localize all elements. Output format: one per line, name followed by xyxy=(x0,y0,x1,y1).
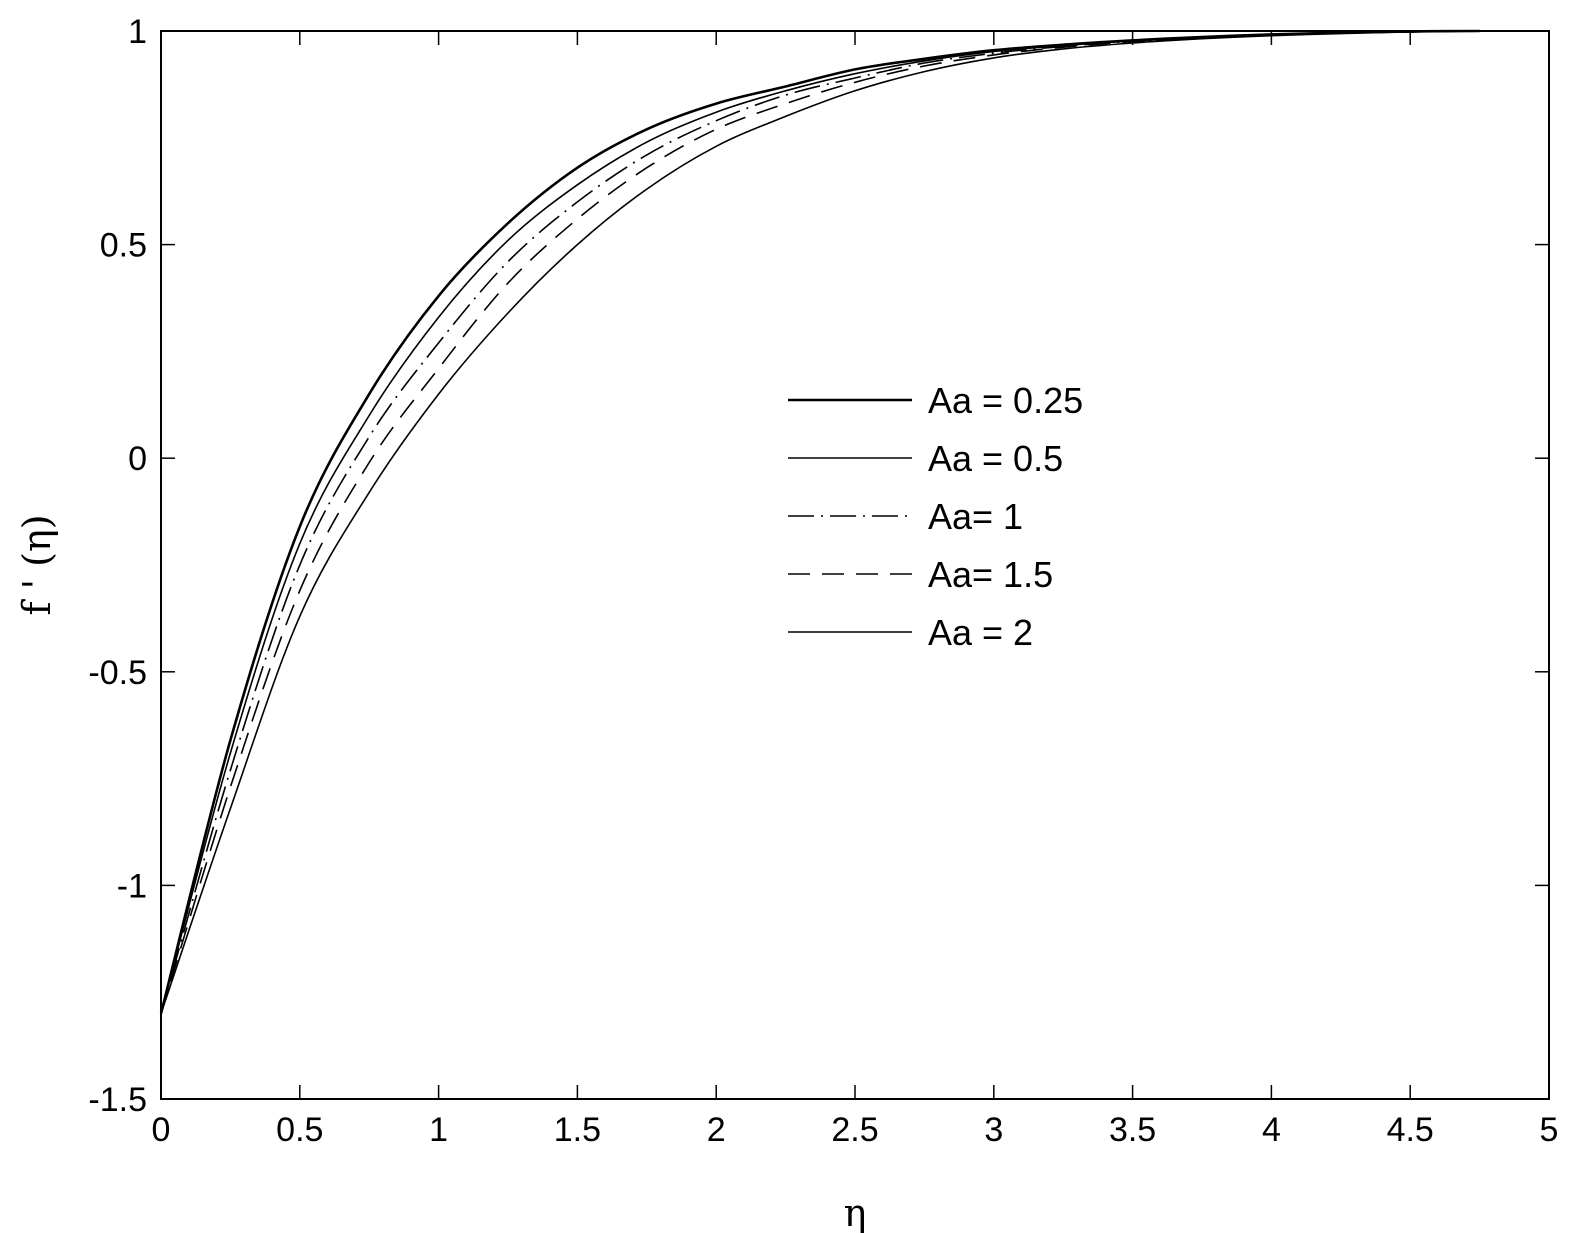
y-tick-label: 0.5 xyxy=(100,227,147,265)
x-tick-label: 1.5 xyxy=(554,1111,601,1149)
axis-ticks xyxy=(160,30,1550,1100)
legend-label: Aa= 1.5 xyxy=(928,554,1053,595)
legend-label: Aa= 1 xyxy=(928,496,1023,537)
x-tick-label: 3 xyxy=(984,1111,1003,1149)
series-lines xyxy=(159,29,1480,1014)
x-tick-label: 0.5 xyxy=(276,1111,323,1149)
x-tick-label: 2.5 xyxy=(831,1111,878,1149)
y-tick-label: 1 xyxy=(128,13,147,51)
tick-labels: 0 0.5 1 1.5 2 2.5 3 3.5 4 4.5 5 -1.5 -1 -0.5 0 0.5 1 xyxy=(88,13,1558,1149)
x-axis-label: η xyxy=(844,1191,867,1233)
x-tick-label: 4 xyxy=(1262,1111,1281,1149)
y-axis-label: f ' (η) xyxy=(15,514,59,615)
x-tick-label: 4.5 xyxy=(1387,1111,1434,1149)
legend: Aa = 0.25 Aa = 0.5 Aa= 1 Aa= 1.5 Aa = 2 xyxy=(788,380,1083,653)
legend-label: Aa = 2 xyxy=(928,612,1033,653)
series-line-5 xyxy=(160,30,1480,1014)
y-tick-label: -0.5 xyxy=(88,654,147,692)
x-tick-label: 2 xyxy=(707,1111,726,1149)
plot-area xyxy=(160,30,1550,1100)
legend-label: Aa = 0.25 xyxy=(928,380,1083,421)
y-tick-label: 0 xyxy=(128,440,147,478)
x-tick-label: 3.5 xyxy=(1109,1111,1156,1149)
x-tick-label: 1 xyxy=(429,1111,448,1149)
y-tick-label: -1.5 xyxy=(88,1081,147,1119)
x-tick-label: 5 xyxy=(1540,1111,1559,1149)
x-tick-label: 0 xyxy=(152,1111,171,1149)
legend-label: Aa = 0.5 xyxy=(928,438,1063,479)
y-tick-label: -1 xyxy=(117,867,147,905)
